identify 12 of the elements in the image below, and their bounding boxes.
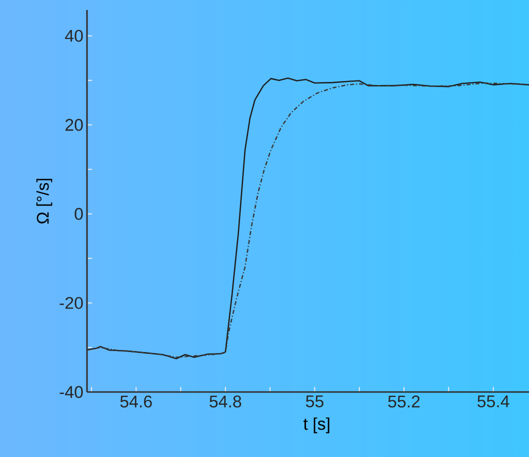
x-tick-label: 55 <box>306 396 324 408</box>
x-axis-title: t [s] <box>303 417 330 434</box>
y-tick-label: -20 <box>60 296 83 309</box>
x-tick-label: 55.2 <box>388 396 420 408</box>
x-tick-label: 54.6 <box>120 396 152 408</box>
y-tick-label: -40 <box>60 386 83 398</box>
y-axis-title: Ω [°/s] <box>36 178 52 224</box>
y-tick-label: 40 <box>65 30 83 42</box>
y-tick-label: 0 <box>74 208 83 220</box>
x-tick-label: 55.4 <box>477 396 510 408</box>
x-tick-label: 54.8 <box>210 396 242 408</box>
y-tick-label: 20 <box>66 118 83 131</box>
